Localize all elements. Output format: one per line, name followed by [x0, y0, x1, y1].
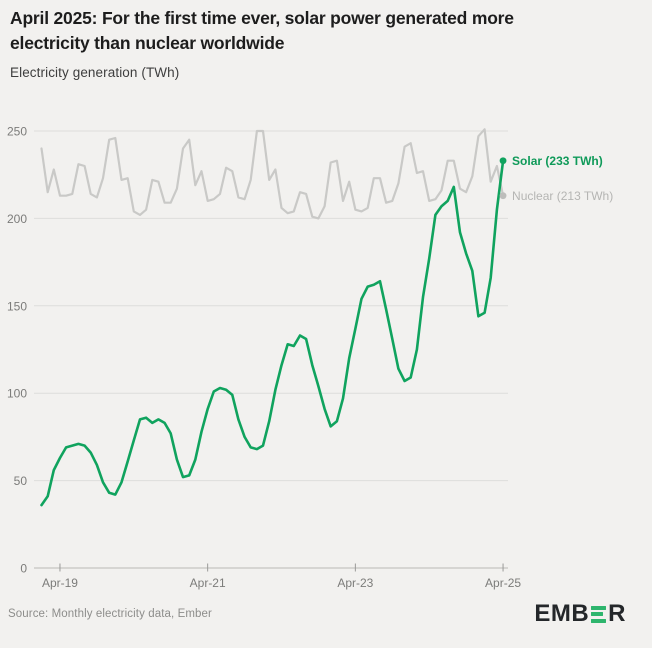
nuclear-end-dot: [499, 192, 507, 200]
logo-bar-middle: [591, 612, 604, 616]
logo-green-e-icon: [591, 605, 607, 623]
chart-footer: Source: Monthly electricity data, Ember …: [0, 592, 652, 636]
x-axis-label-Apr-19: Apr-19: [42, 576, 78, 590]
chart-subtitle: Electricity generation (TWh): [10, 64, 180, 80]
y-axis-label-250: 250: [7, 125, 27, 139]
nuclear-line: [40, 128, 505, 220]
chart-title-line1: April 2025: For the first time ever, sol…: [10, 8, 514, 28]
nuclear-end-label: Nuclear (213 TWh): [512, 189, 613, 203]
chart-title: April 2025: For the first time ever, sol…: [10, 6, 644, 56]
ember-logo: EMB R: [534, 600, 626, 628]
chart-header: April 2025: For the first time ever, sol…: [10, 6, 644, 80]
solar-end-label: Solar (233 TWh): [512, 154, 603, 168]
x-axis-label-Apr-25: Apr-25: [485, 576, 521, 590]
solar-end-dot: [499, 157, 507, 165]
source-note: Source: Monthly electricity data, Ember: [8, 608, 212, 620]
y-axis-label-100: 100: [7, 387, 27, 401]
x-axis-label-Apr-21: Apr-21: [190, 576, 226, 590]
solar-line: [40, 159, 505, 507]
y-axis-label-150: 150: [7, 299, 27, 313]
logo-bar-bottom: [591, 618, 607, 623]
y-axis-label-0: 0: [20, 562, 27, 576]
logo-bar-top: [591, 605, 607, 610]
x-axis-label-Apr-23: Apr-23: [337, 576, 373, 590]
logo-letter-r: R: [608, 600, 626, 627]
y-axis-label-200: 200: [7, 212, 27, 226]
chart-title-line2: electricity than nuclear worldwide: [10, 32, 285, 53]
logo-letters-emb: EMB: [534, 600, 590, 627]
y-axis-label-50: 50: [14, 474, 28, 488]
